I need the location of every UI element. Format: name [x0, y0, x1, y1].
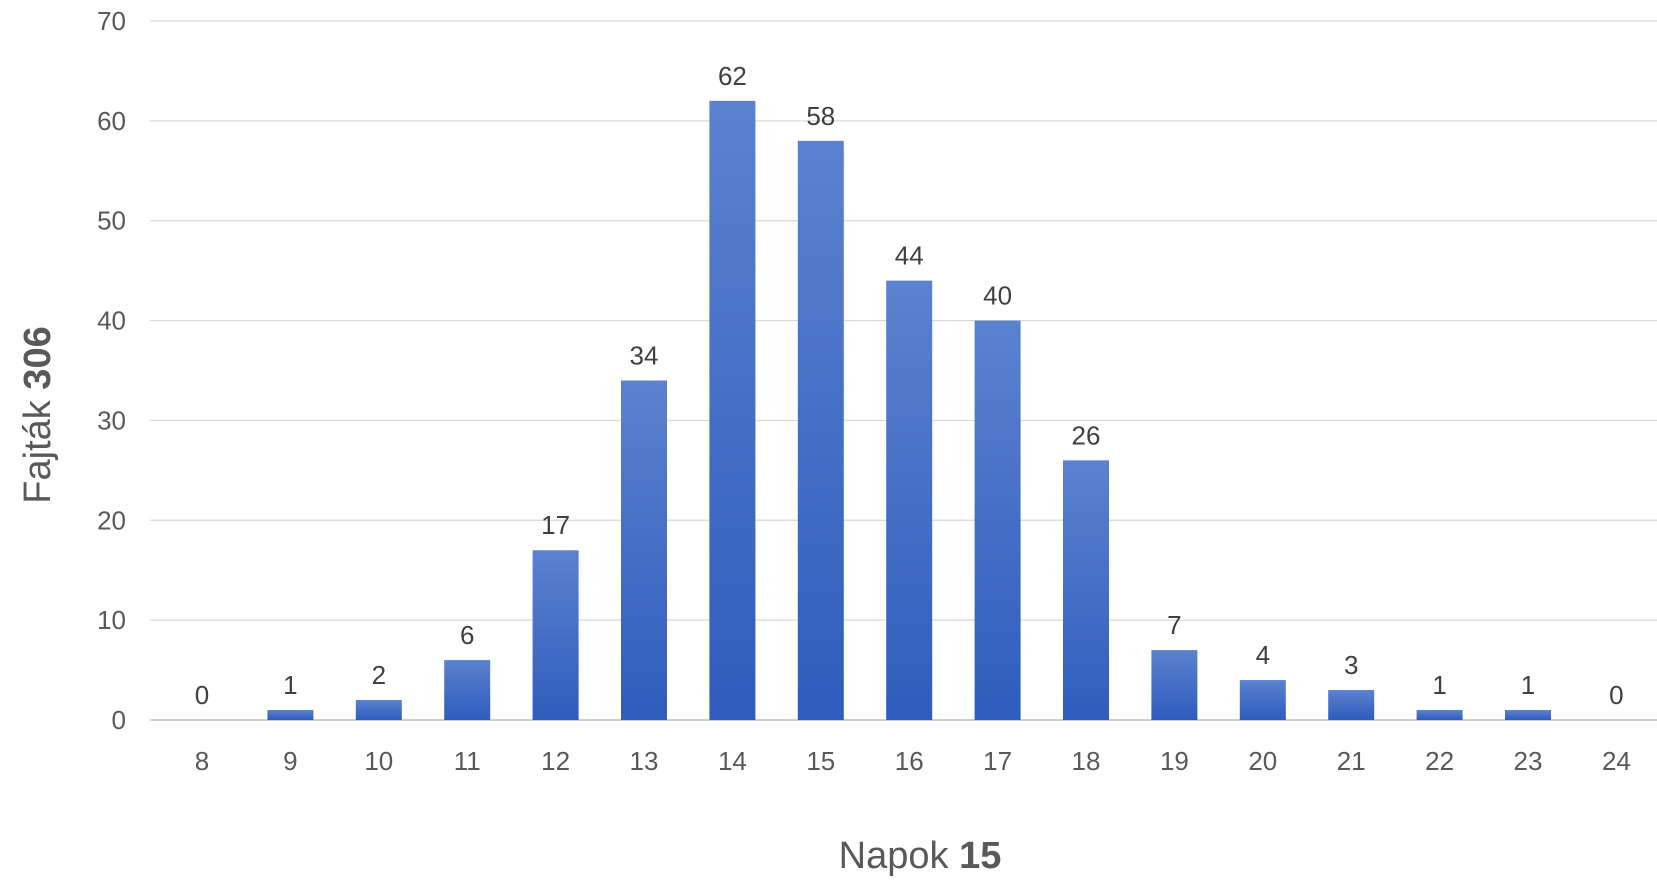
- x-tick-label: 10: [364, 746, 393, 776]
- data-label: 4: [1256, 640, 1270, 670]
- x-axis-ticks: 8 9 10 11 12 13 14 15 16 17 18 19 20 21 22 23 24: [195, 746, 1631, 776]
- y-axis-ticks: 0 10 20 30 40 50 60 70: [97, 6, 126, 735]
- x-tick-label: 17: [983, 746, 1012, 776]
- bar: [621, 380, 667, 720]
- bar: [1239, 680, 1286, 720]
- y-axis-title-bold: 306: [17, 326, 59, 389]
- data-label: 17: [541, 510, 570, 540]
- x-tick-label: 22: [1425, 746, 1454, 776]
- y-tick-label: 20: [97, 505, 126, 535]
- y-axis-title-text: Fajták: [17, 399, 59, 503]
- data-label: 2: [372, 660, 386, 690]
- y-tick-label: 70: [97, 6, 126, 36]
- x-tick-label: 9: [283, 746, 297, 776]
- y-tick-label: 0: [112, 705, 126, 735]
- data-label: 7: [1167, 610, 1181, 640]
- data-label: 26: [1072, 420, 1101, 450]
- bar: [1063, 460, 1109, 720]
- y-tick-label: 30: [97, 405, 126, 435]
- data-label: 0: [1609, 680, 1623, 710]
- data-label: 44: [895, 241, 924, 271]
- bar: [1416, 710, 1463, 720]
- bar: [709, 100, 756, 720]
- bar: [886, 280, 933, 720]
- x-tick-label: 18: [1072, 746, 1101, 776]
- x-tick-label: 23: [1514, 746, 1543, 776]
- data-label: 6: [460, 620, 474, 650]
- x-axis-title: Napok 15: [839, 835, 1002, 877]
- data-label: 1: [1521, 670, 1535, 700]
- x-tick-label: 21: [1337, 746, 1366, 776]
- x-tick-label: 12: [541, 746, 570, 776]
- x-tick-label: 19: [1160, 746, 1189, 776]
- x-tick-label: 20: [1248, 746, 1277, 776]
- bar: [1328, 690, 1375, 720]
- bar: [1151, 650, 1198, 720]
- y-tick-label: 40: [97, 306, 126, 336]
- x-tick-label: 11: [454, 746, 481, 776]
- x-tick-label: 24: [1602, 746, 1631, 776]
- x-tick-label: 16: [895, 746, 924, 776]
- x-tick-label: 14: [718, 746, 747, 776]
- data-label: 62: [718, 61, 747, 91]
- data-label: 3: [1344, 650, 1358, 680]
- bar: [974, 320, 1021, 720]
- bars: [267, 100, 1551, 721]
- data-label: 34: [630, 340, 659, 370]
- y-axis-title: Fajták 306: [17, 326, 59, 503]
- x-tick-label: 15: [806, 746, 835, 776]
- bar: [1505, 710, 1551, 720]
- bar: [355, 700, 402, 720]
- bar: [444, 660, 491, 720]
- data-label: 1: [1432, 670, 1446, 700]
- data-label: 1: [283, 670, 297, 700]
- bar: [267, 710, 314, 720]
- x-tick-label: 8: [195, 746, 209, 776]
- y-tick-label: 50: [97, 206, 126, 236]
- y-tick-label: 60: [97, 106, 126, 136]
- x-axis-title-bold: 15: [959, 835, 1001, 877]
- data-label: 0: [195, 680, 209, 710]
- data-label: 40: [983, 281, 1012, 311]
- y-tick-label: 10: [97, 605, 126, 635]
- bar: [797, 140, 844, 721]
- data-label: 58: [806, 101, 835, 131]
- x-axis-title-text: Napok: [839, 835, 950, 877]
- bar: [532, 550, 579, 720]
- x-tick-label: 13: [630, 746, 659, 776]
